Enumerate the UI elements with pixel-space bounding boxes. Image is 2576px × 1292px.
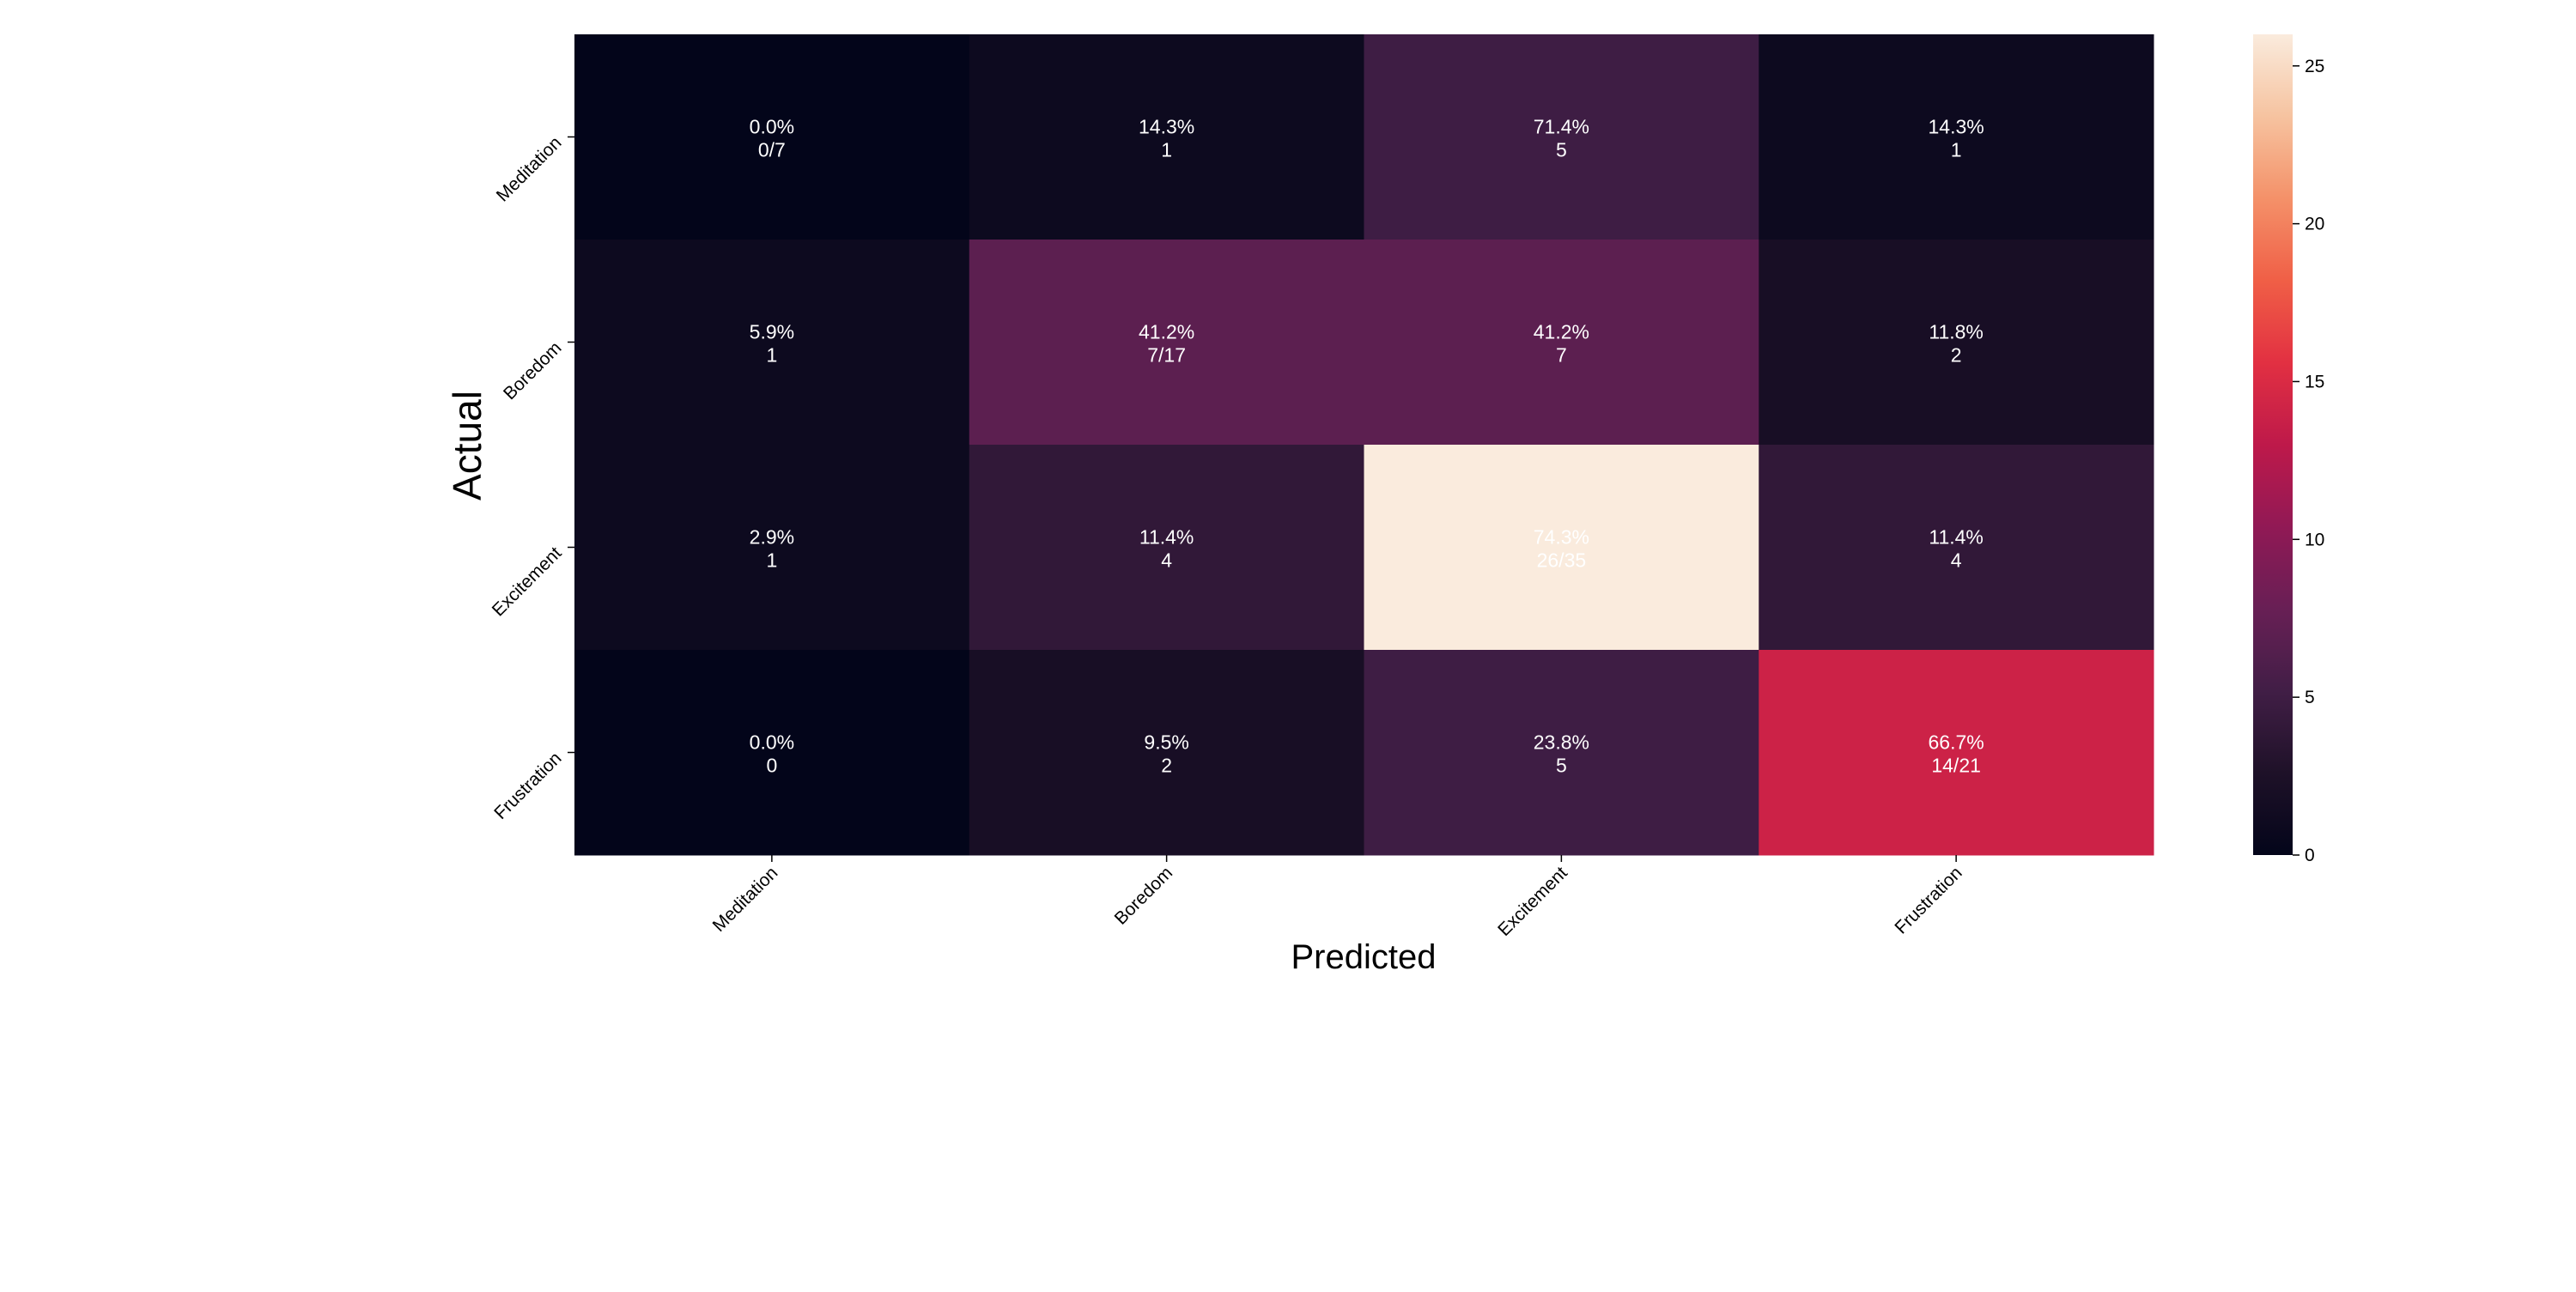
heatmap-cell-1-0 <box>574 240 970 446</box>
colorbar-tick-label-2: 10 <box>2305 530 2324 549</box>
cell-percent-label-3-1: 9.5% <box>1144 731 1188 754</box>
cell-count-label-2-1: 4 <box>1161 549 1172 572</box>
heatmap-cell-1-1 <box>969 240 1364 446</box>
heatmap-cells <box>574 34 2154 856</box>
heatmap-cell-2-1 <box>969 445 1364 651</box>
cell-percent-label-2-1: 11.4% <box>1139 526 1194 549</box>
y-axis-label: Actual <box>445 391 489 500</box>
cell-percent-label-0-1: 14.3% <box>1139 116 1194 138</box>
heatmap-cell-3-1 <box>969 650 1364 856</box>
heatmap-cell-0-3 <box>1759 34 2154 240</box>
colorbar-tick-label-5: 25 <box>2305 57 2324 76</box>
cell-count-label-0-2: 5 <box>1556 139 1567 161</box>
heatmap-cell-0-2 <box>1364 34 1759 240</box>
y-axis-ticks: Meditation Boredom Excitement Frustration <box>489 133 574 823</box>
colorbar-tick-label-4: 20 <box>2305 215 2324 234</box>
cell-percent-label-2-3: 11.4% <box>1929 526 1984 549</box>
cell-percent-label-1-2: 41.2% <box>1534 321 1589 343</box>
cell-percent-label-1-3: 11.8% <box>1929 321 1984 343</box>
colorbar-gradient <box>2253 34 2293 855</box>
cell-percent-label-1-0: 5.9% <box>750 321 794 343</box>
heatmap-cell-2-0 <box>574 445 970 651</box>
cell-count-label-1-2: 7 <box>1556 344 1567 367</box>
colorbar-tick-label-0: 0 <box>2305 846 2315 865</box>
cell-count-label-2-2: 26/35 <box>1537 549 1587 572</box>
cell-percent-label-2-0: 2.9% <box>750 526 794 549</box>
cell-count-label-3-2: 5 <box>1556 755 1567 777</box>
cell-count-label-3-3: 14/21 <box>1931 755 1981 777</box>
y-tick-label-2: Excitement <box>489 543 566 621</box>
x-tick-label-0: Meditation <box>709 863 782 936</box>
heatmap-cell-0-0 <box>574 34 970 240</box>
colorbar-tick-label-3: 15 <box>2305 372 2324 391</box>
y-tick-label-1: Boredom <box>500 338 566 404</box>
cell-percent-label-3-0: 0.0% <box>750 731 794 754</box>
heatmap-cell-0-1 <box>969 34 1364 240</box>
y-tick-label-3: Frustration <box>490 749 565 823</box>
cell-percent-label-3-2: 23.8% <box>1534 731 1589 754</box>
colorbar: 0 5 10 15 20 25 <box>2253 34 2324 865</box>
x-tick-label-2: Excitement <box>1494 863 1571 940</box>
cell-count-label-1-0: 1 <box>766 344 777 367</box>
cell-percent-label-0-2: 71.4% <box>1534 116 1589 138</box>
colorbar-tick-label-1: 5 <box>2305 688 2315 707</box>
x-axis-ticks: Meditation Boredom Excitement Frustration <box>709 855 1966 940</box>
x-tick-label-1: Boredom <box>1111 863 1177 929</box>
cell-count-label-3-1: 2 <box>1161 755 1172 777</box>
heatmap-cell-2-2 <box>1364 445 1759 651</box>
cell-count-label-0-3: 1 <box>1951 139 1962 161</box>
cell-percent-label-0-0: 0.0% <box>750 116 794 138</box>
cell-percent-label-3-3: 66.7% <box>1929 731 1984 754</box>
cell-count-label-2-3: 4 <box>1951 549 1962 572</box>
heatmap-cell-3-0 <box>574 650 970 856</box>
x-axis-label: Predicted <box>1291 938 1437 976</box>
heatmap-cell-1-2 <box>1364 240 1759 446</box>
heatmap-cell-3-3 <box>1759 650 2154 856</box>
heatmap-cell-2-3 <box>1759 445 2154 651</box>
cell-percent-label-1-1: 41.2% <box>1139 321 1194 343</box>
cell-percent-label-0-3: 14.3% <box>1929 116 1984 138</box>
cell-percent-label-2-2: 74.3% <box>1534 526 1589 549</box>
cell-count-label-0-0: 0/7 <box>758 139 786 161</box>
cell-count-label-1-3: 2 <box>1951 344 1962 367</box>
cell-count-label-2-0: 1 <box>766 549 777 572</box>
cell-count-label-1-1: 7/17 <box>1147 344 1186 367</box>
y-tick-label-0: Meditation <box>493 133 566 206</box>
heatmap-cell-1-3 <box>1759 240 2154 446</box>
x-tick-label-3: Frustration <box>1891 863 1965 937</box>
cell-count-label-0-1: 1 <box>1161 139 1172 161</box>
cell-annotations: 0.0%0/714.3%171.4%514.3%15.9%141.2%7/174… <box>750 116 1984 777</box>
heatmap-cell-3-2 <box>1364 650 1759 856</box>
cell-count-label-3-0: 0 <box>766 755 777 777</box>
